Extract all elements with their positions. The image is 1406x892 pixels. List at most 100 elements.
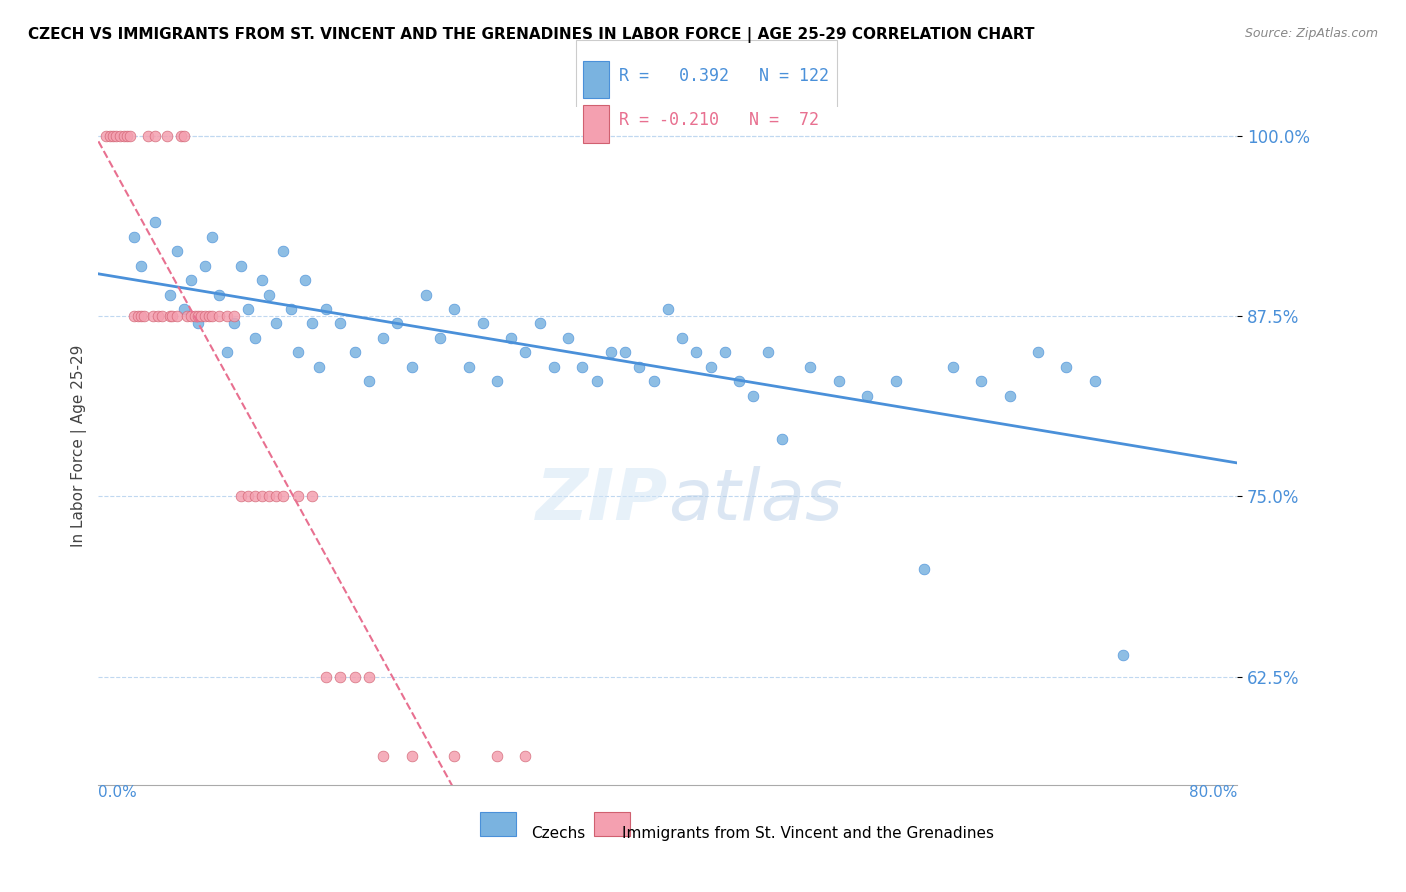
Point: [1056, 359, 1078, 374]
Point: [166, 244, 188, 259]
Point: [98, 128, 121, 143]
Point: [122, 230, 145, 244]
Point: [443, 301, 465, 316]
Point: [118, 128, 141, 143]
Point: [714, 345, 737, 359]
Point: [756, 345, 779, 359]
Point: [115, 128, 138, 143]
Point: [141, 309, 163, 323]
Point: [94, 128, 117, 143]
Text: Source: ZipAtlas.com: Source: ZipAtlas.com: [1244, 27, 1378, 40]
Point: [371, 331, 394, 345]
Point: [170, 128, 193, 143]
Point: [287, 490, 309, 504]
Point: [250, 490, 273, 504]
Point: [236, 490, 259, 504]
Point: [600, 345, 623, 359]
Point: [187, 317, 209, 331]
Point: [184, 309, 207, 323]
Point: [201, 230, 224, 244]
Point: [415, 287, 437, 301]
Point: [208, 287, 231, 301]
Point: [122, 309, 145, 323]
Point: [357, 374, 380, 388]
Point: [343, 670, 366, 684]
Point: [266, 490, 288, 504]
Point: [401, 749, 423, 764]
Text: R = -0.210   N =  72: R = -0.210 N = 72: [619, 112, 818, 129]
Point: [970, 374, 993, 388]
FancyBboxPatch shape: [593, 812, 630, 836]
Point: [443, 749, 465, 764]
Point: [273, 244, 295, 259]
Point: [159, 287, 181, 301]
Point: [998, 388, 1021, 402]
Point: [308, 359, 330, 374]
Text: ZIP: ZIP: [536, 466, 668, 534]
Text: Czechs: Czechs: [531, 826, 585, 840]
Point: [357, 670, 380, 684]
Point: [671, 331, 693, 345]
Point: [215, 309, 238, 323]
Point: [208, 309, 231, 323]
Point: [828, 374, 851, 388]
Point: [728, 374, 751, 388]
Point: [243, 331, 266, 345]
Point: [942, 359, 965, 374]
Point: [515, 345, 537, 359]
Point: [515, 749, 537, 764]
Point: [166, 309, 188, 323]
Point: [884, 374, 907, 388]
Text: atlas: atlas: [668, 466, 842, 534]
Point: [159, 309, 181, 323]
Point: [201, 309, 224, 323]
Point: [557, 331, 579, 345]
Point: [148, 309, 170, 323]
Point: [294, 273, 316, 287]
Point: [145, 215, 167, 229]
Point: [152, 309, 174, 323]
Point: [1084, 374, 1107, 388]
Point: [180, 273, 202, 287]
Point: [529, 317, 551, 331]
Point: [145, 128, 167, 143]
Point: [250, 273, 273, 287]
Point: [101, 128, 124, 143]
Point: [301, 317, 323, 331]
Point: [280, 301, 302, 316]
Point: [104, 128, 127, 143]
Point: [236, 301, 259, 316]
Point: [571, 359, 593, 374]
Text: 0.0%: 0.0%: [98, 785, 138, 800]
Point: [387, 317, 409, 331]
Point: [259, 490, 281, 504]
Point: [614, 345, 637, 359]
Point: [259, 287, 281, 301]
Point: [187, 309, 209, 323]
Point: [543, 359, 565, 374]
Text: 80.0%: 80.0%: [1189, 785, 1237, 800]
Point: [190, 309, 212, 323]
Point: [628, 359, 651, 374]
Point: [799, 359, 821, 374]
Point: [371, 749, 394, 764]
Point: [129, 309, 152, 323]
Point: [1112, 648, 1135, 662]
Point: [770, 432, 793, 446]
Point: [486, 749, 509, 764]
Point: [180, 309, 202, 323]
Point: [243, 490, 266, 504]
Point: [173, 128, 195, 143]
Point: [136, 128, 159, 143]
Point: [222, 309, 245, 323]
Y-axis label: In Labor Force | Age 25-29: In Labor Force | Age 25-29: [72, 345, 87, 547]
Point: [315, 301, 337, 316]
Point: [699, 359, 721, 374]
Point: [643, 374, 665, 388]
Point: [471, 317, 494, 331]
Text: CZECH VS IMMIGRANTS FROM ST. VINCENT AND THE GRENADINES IN LABOR FORCE | AGE 25-: CZECH VS IMMIGRANTS FROM ST. VINCENT AND…: [28, 27, 1035, 43]
Point: [132, 309, 155, 323]
Point: [112, 128, 135, 143]
Point: [742, 388, 765, 402]
Point: [457, 359, 479, 374]
